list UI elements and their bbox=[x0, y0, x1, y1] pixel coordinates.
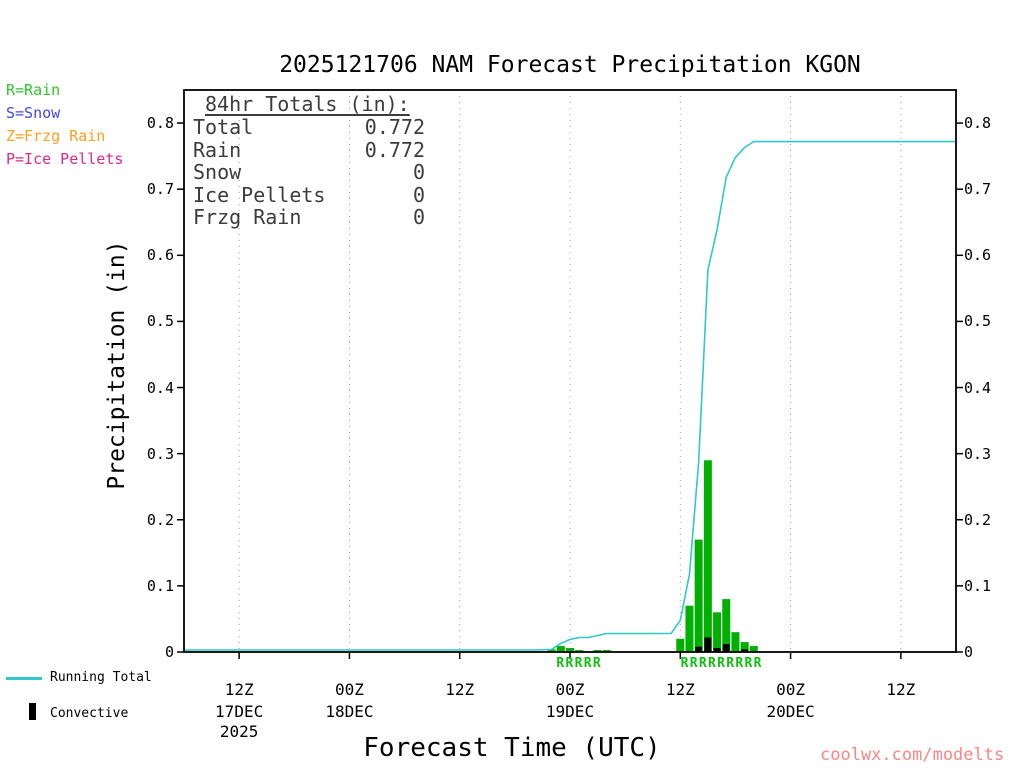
totals-row-value: 0 bbox=[412, 160, 425, 184]
precip-type-flags: RRRRRRRRR bbox=[681, 656, 763, 671]
totals-row: Frzg Rain 0 bbox=[193, 206, 425, 229]
totals-row: Snow 0 bbox=[193, 161, 425, 184]
totals-heading: 84hr Totals (in): bbox=[205, 92, 410, 116]
totals-row-value: 0.772 bbox=[364, 115, 425, 139]
y-tick-label-right: 0.4 bbox=[964, 378, 992, 397]
totals-row-label: Total bbox=[193, 115, 254, 139]
y-tick-label-right: 0 bbox=[964, 643, 974, 661]
y-tick-label-right: 0.8 bbox=[964, 114, 992, 133]
totals-row-label: Snow bbox=[193, 160, 242, 184]
y-tick-label-right: 0.1 bbox=[964, 576, 992, 595]
rain-bar bbox=[593, 650, 602, 652]
x-tick-label: 00Z bbox=[334, 680, 364, 699]
rain-bar bbox=[556, 646, 565, 652]
totals-row-label: Ice Pellets bbox=[193, 182, 326, 207]
rain-bar bbox=[703, 460, 712, 652]
convective-bar bbox=[713, 648, 721, 652]
chart-title: 2025121706 NAM Forecast Precipitation KG… bbox=[279, 52, 861, 78]
y-tick-label-left: 0.4 bbox=[146, 378, 174, 397]
x-tick-label: 12Z bbox=[886, 680, 916, 699]
totals-row-label: Frzg Rain bbox=[193, 205, 302, 229]
legend-item-ice-pellets: P=Ice Pellets bbox=[6, 150, 124, 168]
y-tick-label-right: 0.5 bbox=[964, 312, 992, 331]
rain-bar bbox=[676, 638, 685, 652]
legend-item-frzg-rain: Z=Frzg Rain bbox=[6, 127, 106, 145]
y-tick-label-left: 0.1 bbox=[146, 576, 174, 595]
y-tick-label-left: 0.2 bbox=[146, 510, 174, 529]
totals-row: Total 0.772 bbox=[193, 116, 425, 139]
totals-box: 84hr Totals (in): Total 0.772 Rain 0.772 Sno… bbox=[193, 92, 425, 229]
y-tick-label-right: 0.6 bbox=[964, 246, 992, 265]
legend-running-total: Running Total bbox=[50, 670, 152, 685]
precip-type-legend: R=Rain S=Snow Z=Frzg Rain P=Ice Pellets bbox=[6, 79, 123, 171]
convective-swatch bbox=[29, 703, 36, 720]
rain-bar bbox=[740, 642, 749, 652]
y-tick-label-left: 0.6 bbox=[146, 246, 174, 265]
x-tick-date: 17DEC bbox=[215, 702, 264, 721]
totals-row-value: 0 bbox=[412, 205, 425, 229]
rain-bar bbox=[713, 612, 722, 652]
totals-row: Rain 0.772 bbox=[193, 137, 425, 162]
convective-bar bbox=[704, 637, 712, 652]
rain-bar bbox=[694, 539, 703, 652]
y-tick-label-right: 0.3 bbox=[964, 444, 992, 463]
convective-bar bbox=[722, 644, 730, 652]
y-tick-label-right: 0.7 bbox=[964, 180, 992, 199]
y-tick-label-left: 0 bbox=[164, 643, 174, 661]
legend-convective: Convective bbox=[50, 706, 129, 721]
totals-row-value: 0.772 bbox=[364, 137, 425, 162]
y-tick-label-right: 0.2 bbox=[964, 510, 992, 529]
rain-bar bbox=[575, 650, 584, 652]
convective-bar bbox=[695, 646, 703, 652]
x-tick-label: 12Z bbox=[445, 680, 475, 699]
rain-bar bbox=[566, 648, 574, 652]
x-tick-label: 00Z bbox=[555, 680, 585, 699]
rain-bar bbox=[685, 605, 694, 652]
rain-bar bbox=[731, 632, 740, 652]
watermark-link: coolwx.com/modelts bbox=[820, 745, 1005, 765]
rain-bar bbox=[722, 599, 731, 652]
totals-row-value: 0 bbox=[412, 182, 425, 207]
y-tick-label-left: 0.7 bbox=[146, 180, 174, 199]
precip-type-flags: RRRRR bbox=[556, 656, 602, 671]
x-tick-date: 18DEC bbox=[325, 702, 374, 721]
rain-bar bbox=[547, 649, 556, 652]
rain-bar bbox=[749, 646, 758, 652]
x-axis-label: Forecast Time (UTC) bbox=[363, 733, 661, 763]
x-tick-date: 19DEC bbox=[545, 702, 595, 721]
convective-bar bbox=[741, 649, 749, 652]
x-tick-label: 12Z bbox=[665, 680, 695, 699]
y-tick-label-left: 0.3 bbox=[146, 444, 174, 463]
totals-row-label: Rain bbox=[193, 137, 242, 162]
rain-bar bbox=[602, 650, 611, 652]
y-tick-label-left: 0.5 bbox=[146, 312, 174, 331]
y-tick-label-left: 0.8 bbox=[146, 114, 174, 133]
x-tick-label: 00Z bbox=[776, 680, 806, 699]
x-tick-date: 20DEC bbox=[766, 702, 815, 721]
running-total-line bbox=[184, 140, 956, 651]
legend-item-snow: S=Snow bbox=[6, 104, 61, 122]
legend-item-rain: R=Rain bbox=[6, 81, 61, 99]
x-tick-label: 12Z bbox=[224, 680, 254, 699]
running-total-swatch bbox=[6, 677, 42, 680]
x-tick-year: 2025 bbox=[219, 722, 259, 741]
totals-row: Ice Pellets 0 bbox=[193, 182, 425, 207]
